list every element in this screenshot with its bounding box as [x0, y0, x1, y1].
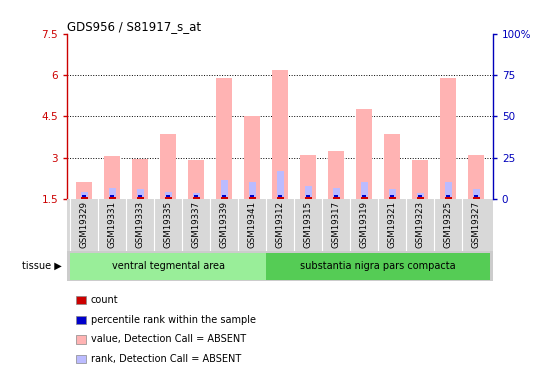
Bar — [389, 189, 395, 199]
Bar — [194, 195, 198, 197]
Bar — [81, 197, 87, 199]
Bar — [110, 195, 114, 197]
Bar — [249, 197, 255, 199]
Bar — [76, 182, 92, 199]
Bar — [109, 197, 115, 199]
Bar — [76, 296, 86, 304]
Text: GSM19331: GSM19331 — [108, 201, 116, 249]
Bar — [468, 155, 484, 199]
Bar — [70, 253, 266, 280]
Text: rank, Detection Call = ABSENT: rank, Detection Call = ABSENT — [91, 354, 241, 364]
Bar — [249, 182, 255, 199]
Text: substantia nigra pars compacta: substantia nigra pars compacta — [300, 261, 456, 271]
Bar — [334, 195, 338, 197]
Text: GSM19319: GSM19319 — [360, 201, 368, 248]
Bar — [473, 189, 479, 199]
Text: GDS956 / S81917_s_at: GDS956 / S81917_s_at — [67, 20, 202, 33]
Bar — [222, 195, 226, 197]
Bar — [446, 195, 450, 197]
Bar — [474, 195, 478, 197]
Text: GSM19312: GSM19312 — [276, 201, 284, 249]
Bar — [361, 182, 367, 199]
Text: GSM19317: GSM19317 — [332, 201, 340, 249]
Bar — [244, 116, 260, 199]
Text: GSM19315: GSM19315 — [304, 201, 312, 249]
Text: GSM19339: GSM19339 — [220, 201, 228, 248]
Bar — [440, 78, 456, 199]
Bar — [272, 69, 288, 199]
Bar — [473, 197, 479, 199]
Bar — [305, 197, 311, 199]
Bar — [166, 195, 170, 197]
Text: value, Detection Call = ABSENT: value, Detection Call = ABSENT — [91, 334, 246, 345]
Bar — [160, 134, 176, 199]
Bar — [417, 193, 423, 199]
Text: GSM19321: GSM19321 — [388, 201, 396, 249]
Text: ventral tegmental area: ventral tegmental area — [111, 261, 225, 271]
Text: GSM19335: GSM19335 — [164, 201, 172, 249]
Bar — [333, 188, 339, 199]
Bar — [305, 186, 311, 199]
Bar — [165, 192, 171, 199]
Bar — [278, 195, 282, 197]
Text: GSM19337: GSM19337 — [192, 201, 200, 249]
Bar — [250, 195, 254, 197]
Bar — [132, 159, 148, 199]
Bar — [76, 315, 86, 324]
Bar — [277, 171, 283, 199]
Bar — [109, 188, 115, 199]
Bar — [221, 180, 227, 199]
Bar — [389, 197, 395, 199]
Bar — [277, 197, 283, 199]
Text: GSM19323: GSM19323 — [416, 201, 424, 249]
Bar — [418, 195, 422, 197]
Text: count: count — [91, 295, 118, 305]
Text: GSM19327: GSM19327 — [472, 201, 480, 249]
Bar — [138, 195, 142, 197]
Bar — [193, 197, 199, 199]
Text: GSM19325: GSM19325 — [444, 201, 452, 249]
Bar — [81, 192, 87, 199]
Bar — [412, 160, 428, 199]
Bar — [306, 195, 310, 197]
Bar — [76, 355, 86, 363]
Bar — [390, 195, 394, 197]
Bar — [300, 155, 316, 199]
Text: GSM19333: GSM19333 — [136, 201, 144, 249]
Bar — [361, 197, 367, 199]
Bar — [362, 195, 366, 197]
Bar — [417, 197, 423, 199]
Bar — [137, 197, 143, 199]
Bar — [445, 197, 451, 199]
Text: percentile rank within the sample: percentile rank within the sample — [91, 315, 255, 325]
Bar — [193, 193, 199, 199]
Bar — [333, 197, 339, 199]
Text: tissue ▶: tissue ▶ — [22, 261, 62, 271]
Text: GSM19329: GSM19329 — [80, 201, 88, 248]
Bar — [221, 197, 227, 199]
Bar — [188, 160, 204, 199]
Bar — [384, 134, 400, 199]
Bar — [104, 156, 120, 199]
Bar — [76, 335, 86, 344]
Bar — [445, 182, 451, 199]
Bar — [165, 197, 171, 199]
Bar — [328, 151, 344, 199]
Bar — [137, 189, 143, 199]
Bar — [266, 253, 490, 280]
Bar — [216, 78, 232, 199]
Text: GSM19341: GSM19341 — [248, 201, 256, 249]
Bar — [356, 110, 372, 199]
Bar — [82, 195, 86, 197]
